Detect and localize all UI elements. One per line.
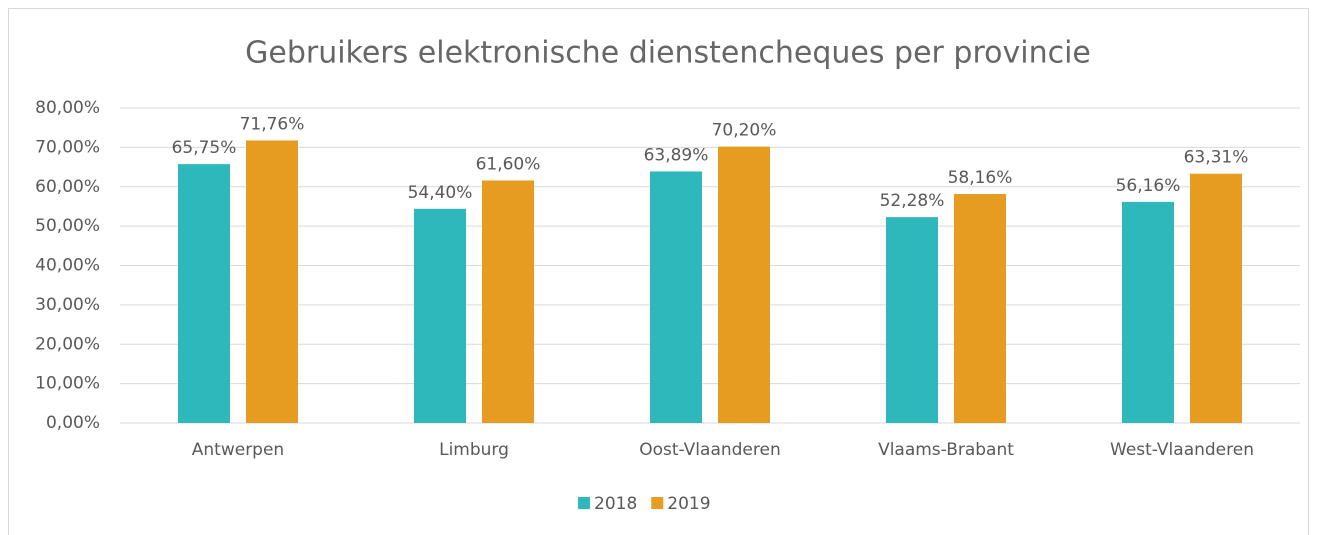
bar (1190, 173, 1242, 423)
y-tick-label: 40,00% (35, 256, 100, 276)
x-tick-label: Limburg (439, 440, 509, 460)
data-label: 58,16% (948, 168, 1013, 188)
data-label: 70,20% (712, 121, 777, 141)
data-label: 71,76% (240, 114, 305, 134)
bar (718, 146, 770, 423)
legend-label: 2019 (667, 494, 710, 514)
y-tick-label: 20,00% (35, 334, 100, 354)
y-tick-label: 30,00% (35, 295, 100, 315)
y-tick-label: 80,00% (35, 98, 100, 118)
data-label: 56,16% (1116, 176, 1181, 196)
bar (1122, 201, 1174, 423)
data-label: 63,89% (644, 145, 709, 165)
chart-title: Gebruikers elektronische dienstencheques… (245, 36, 1091, 71)
bar (886, 217, 938, 423)
data-label: 61,60% (476, 154, 541, 174)
bar (482, 180, 534, 423)
data-label: 63,31% (1184, 148, 1249, 168)
y-tick-label: 10,00% (35, 374, 100, 394)
y-tick-label: 50,00% (35, 216, 100, 236)
x-tick-label: Antwerpen (192, 440, 284, 460)
bar (178, 164, 230, 423)
bar (414, 208, 466, 423)
x-tick-label: Vlaams-Brabant (878, 440, 1014, 460)
bar (954, 193, 1006, 423)
bar (246, 140, 298, 423)
bar (650, 171, 702, 423)
legend-label: 2018 (594, 494, 637, 514)
x-tick-label: Oost-Vlaanderen (639, 440, 781, 460)
legend-swatch (651, 497, 664, 509)
data-label: 65,75% (172, 138, 237, 158)
data-label: 52,28% (880, 191, 945, 211)
x-tick-label: West-Vlaanderen (1110, 440, 1254, 460)
y-tick-label: 70,00% (35, 137, 100, 157)
data-label: 54,40% (408, 183, 473, 203)
y-tick-label: 0,00% (46, 413, 100, 433)
legend-swatch (578, 497, 590, 509)
y-tick-label: 60,00% (35, 177, 100, 197)
